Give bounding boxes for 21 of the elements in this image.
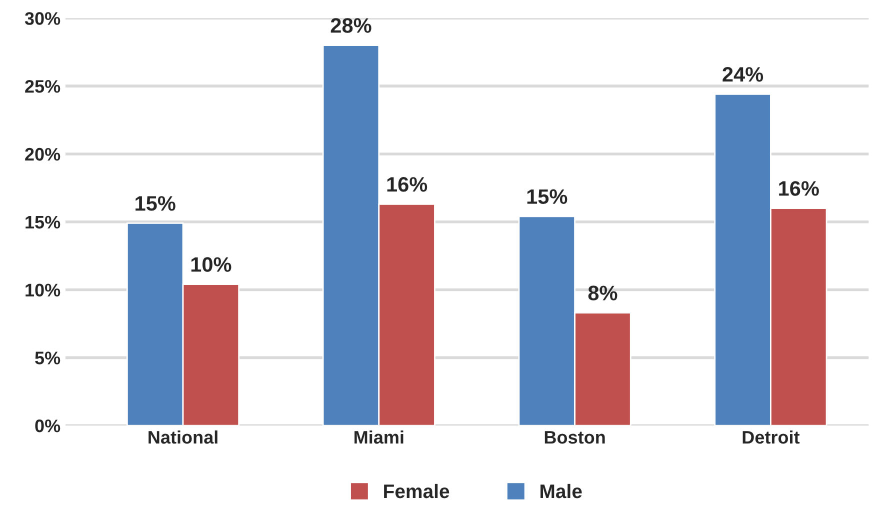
- data-label: 10%: [191, 257, 232, 272]
- data-label: 16%: [387, 177, 428, 192]
- data-label: 15%: [527, 189, 568, 204]
- legend-label: Male: [540, 484, 582, 498]
- y-tick-label: 25%: [25, 80, 60, 93]
- x-tick-label: Miami: [354, 430, 404, 444]
- y-tick-label: 10%: [26, 284, 60, 296]
- x-tick-label: Boston: [544, 431, 605, 444]
- y-tick-label: 5%: [35, 352, 60, 364]
- data-label: 8%: [588, 286, 618, 300]
- x-tick-label: Detroit: [742, 430, 800, 444]
- y-tick-label: 20%: [25, 148, 60, 161]
- legend-label: Female: [384, 484, 450, 498]
- data-label: 28%: [330, 18, 372, 33]
- y-tick-label: 15%: [26, 216, 60, 229]
- y-tick-label: 0%: [35, 420, 60, 432]
- data-label: 15%: [136, 196, 176, 211]
- data-label: 24%: [722, 67, 764, 82]
- data-label: 16%: [779, 181, 819, 196]
- y-tick-label: 30%: [24, 12, 60, 25]
- x-tick-label: National: [148, 430, 218, 444]
